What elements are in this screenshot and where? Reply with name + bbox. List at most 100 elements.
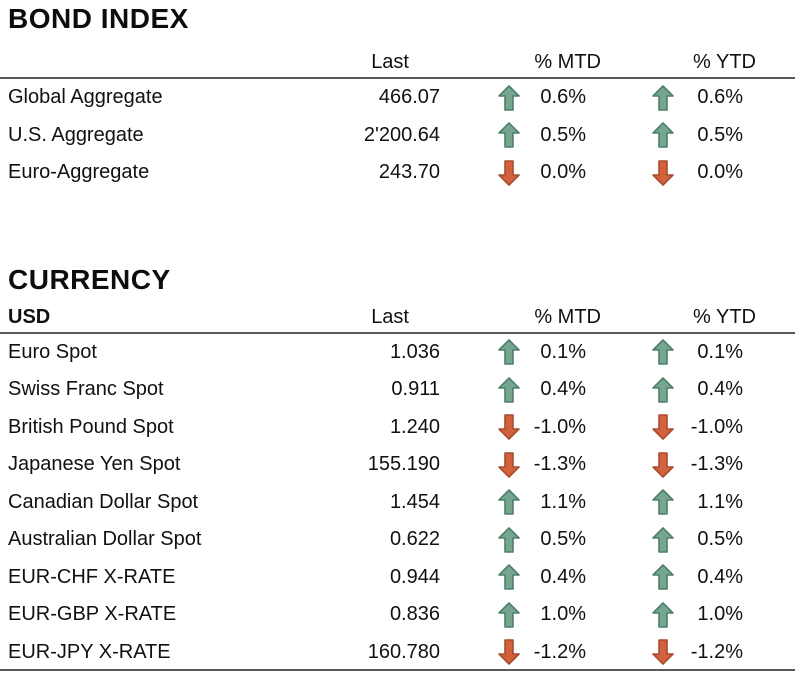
base-currency-label: USD xyxy=(8,305,51,328)
table-bottom-rule xyxy=(0,669,795,671)
last-value: 243.70 xyxy=(378,161,440,184)
instrument-name: EUR-GBP X-RATE xyxy=(8,603,177,626)
mtd-value: -1.3% xyxy=(533,453,586,476)
last-value: 0.944 xyxy=(389,565,440,588)
mtd-value: 0.0% xyxy=(540,161,586,184)
instrument-name: Canadian Dollar Spot xyxy=(8,490,199,513)
last-value: 0.622 xyxy=(389,528,440,551)
up-arrow-icon xyxy=(440,564,520,591)
instrument-name: Swiss Franc Spot xyxy=(8,378,164,401)
column-header-last: Last xyxy=(371,305,409,328)
down-arrow-icon xyxy=(440,451,520,478)
mtd-value: -1.2% xyxy=(533,640,586,663)
bond-index-table: Last % MTD % YTD Global Aggregate 466.07 0… xyxy=(0,49,795,192)
up-arrow-icon xyxy=(440,339,520,366)
mtd-value: 0.5% xyxy=(540,123,586,146)
down-arrow-icon xyxy=(440,159,520,186)
instrument-name: EUR-CHF X-RATE xyxy=(8,565,176,588)
up-arrow-icon xyxy=(440,84,520,111)
mtd-value: 0.5% xyxy=(540,528,586,551)
up-arrow-icon xyxy=(586,122,674,149)
table-row: EUR-GBP X-RATE 0.836 1.0% 1.0% xyxy=(0,596,795,634)
up-arrow-icon xyxy=(440,601,520,628)
last-value: 160.780 xyxy=(367,640,440,663)
up-arrow-icon xyxy=(586,339,674,366)
currency-section-title: CURRENCY xyxy=(8,263,171,295)
column-header-ytd: % YTD xyxy=(693,305,756,328)
table-row: U.S. Aggregate 2'200.64 0.5% 0.5% xyxy=(0,117,795,155)
up-arrow-icon xyxy=(440,122,520,149)
currency-rows: Euro Spot 1.036 0.1% 0.1% Swiss Franc Spot 0.… xyxy=(0,334,795,672)
column-header-ytd: % YTD xyxy=(693,51,756,73)
table-row: EUR-JPY X-RATE 160.780 -1.2% -1.2% xyxy=(0,634,795,672)
instrument-name: Australian Dollar Spot xyxy=(8,528,202,551)
base-currency-label xyxy=(8,74,298,77)
last-value: 1.036 xyxy=(389,340,440,363)
up-arrow-icon xyxy=(586,526,674,553)
currency-table: USD Last % MTD % YTD Euro Spot 1.036 0.1% 0… xyxy=(0,306,795,672)
table-row: EUR-CHF X-RATE 0.944 0.4% 0.4% xyxy=(0,559,795,597)
instrument-name: British Pound Spot xyxy=(8,415,174,438)
last-value: 1.454 xyxy=(389,490,440,513)
bond-index-section-title: BOND INDEX xyxy=(8,3,189,34)
bond-index-table-header: Last % MTD % YTD xyxy=(0,49,795,79)
ytd-value: 0.0% xyxy=(697,161,743,184)
table-row: Swiss Franc Spot 0.911 0.4% 0.4% xyxy=(0,371,795,409)
ytd-value: -1.0% xyxy=(690,415,743,438)
ytd-value: -1.2% xyxy=(690,640,743,663)
up-arrow-icon xyxy=(440,489,520,516)
currency-table-header: USD Last % MTD % YTD xyxy=(0,306,795,334)
down-arrow-icon xyxy=(586,159,674,186)
down-arrow-icon xyxy=(586,414,674,441)
up-arrow-icon xyxy=(586,376,674,403)
up-arrow-icon xyxy=(586,489,674,516)
table-row: Euro Spot 1.036 0.1% 0.1% xyxy=(0,334,795,372)
mtd-value: 0.6% xyxy=(540,86,586,109)
last-value: 466.07 xyxy=(378,86,440,109)
up-arrow-icon xyxy=(440,376,520,403)
last-value: 155.190 xyxy=(367,453,440,476)
up-arrow-icon xyxy=(586,564,674,591)
up-arrow-icon xyxy=(586,601,674,628)
mtd-value: 0.4% xyxy=(540,565,586,588)
instrument-name: EUR-JPY X-RATE xyxy=(8,640,171,663)
table-row: British Pound Spot 1.240 -1.0% -1.0% xyxy=(0,409,795,447)
column-header-last: Last xyxy=(371,51,409,73)
ytd-value: 0.5% xyxy=(697,123,743,146)
mtd-value: 1.0% xyxy=(540,603,586,626)
down-arrow-icon xyxy=(586,451,674,478)
last-value: 2'200.64 xyxy=(363,123,440,146)
down-arrow-icon xyxy=(586,639,674,666)
last-value: 1.240 xyxy=(389,415,440,438)
table-row: Euro-Aggregate 243.70 0.0% 0.0% xyxy=(0,154,795,192)
mtd-value: -1.0% xyxy=(533,415,586,438)
bond-index-rows: Global Aggregate 466.07 0.6% 0.6% U.S. Aggre… xyxy=(0,79,795,192)
ytd-value: 1.0% xyxy=(697,603,743,626)
table-row: Canadian Dollar Spot 1.454 1.1% 1.1% xyxy=(0,484,795,522)
ytd-value: 0.5% xyxy=(697,528,743,551)
mtd-value: 1.1% xyxy=(540,490,586,513)
table-row: Japanese Yen Spot 155.190 -1.3% -1.3% xyxy=(0,446,795,484)
table-row: Australian Dollar Spot 0.622 0.5% 0.5% xyxy=(0,521,795,559)
up-arrow-icon xyxy=(440,526,520,553)
mtd-value: 0.4% xyxy=(540,378,586,401)
instrument-name: Euro-Aggregate xyxy=(8,161,150,184)
ytd-value: 0.6% xyxy=(697,86,743,109)
mtd-value: 0.1% xyxy=(540,340,586,363)
ytd-value: 0.1% xyxy=(697,340,743,363)
ytd-value: 0.4% xyxy=(697,565,743,588)
instrument-name: U.S. Aggregate xyxy=(8,123,144,146)
last-value: 0.836 xyxy=(389,603,440,626)
instrument-name: Japanese Yen Spot xyxy=(8,453,181,476)
instrument-name: Euro Spot xyxy=(8,340,97,363)
ytd-value: 0.4% xyxy=(697,378,743,401)
table-row: Global Aggregate 466.07 0.6% 0.6% xyxy=(0,79,795,117)
column-header-mtd: % MTD xyxy=(534,305,601,328)
down-arrow-icon xyxy=(440,639,520,666)
up-arrow-icon xyxy=(586,84,674,111)
ytd-value: -1.3% xyxy=(690,453,743,476)
down-arrow-icon xyxy=(440,414,520,441)
ytd-value: 1.1% xyxy=(697,490,743,513)
column-header-mtd: % MTD xyxy=(534,51,601,73)
instrument-name: Global Aggregate xyxy=(8,86,163,109)
